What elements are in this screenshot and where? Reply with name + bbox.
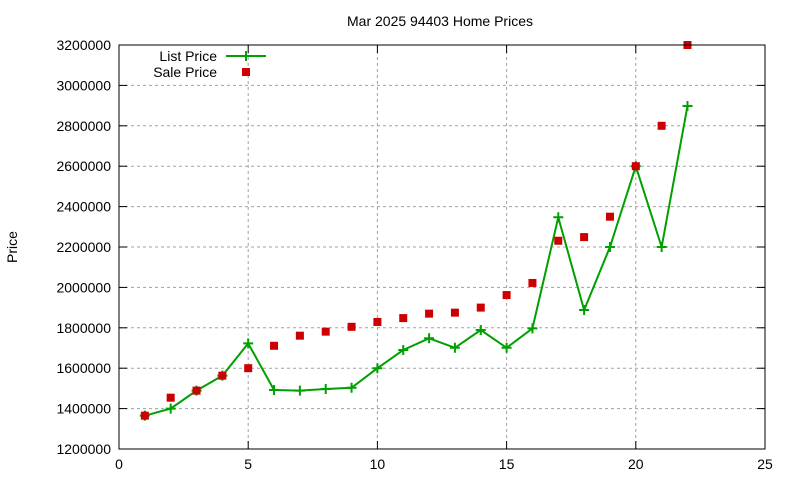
sale-price-series: [140, 41, 692, 420]
legend-cross-icon: [241, 51, 251, 61]
plot-area: [139, 41, 693, 421]
y-axis-label: Price: [4, 231, 20, 263]
square-marker: [528, 278, 537, 287]
square-marker: [631, 162, 640, 171]
square-marker: [554, 236, 563, 245]
cross-marker: [294, 385, 305, 396]
square-marker: [321, 327, 330, 336]
legend-square-icon: [242, 68, 250, 76]
cross-marker: [449, 342, 460, 353]
cross-marker: [372, 363, 383, 374]
grid-lines: [119, 45, 765, 449]
square-marker: [244, 364, 253, 373]
y-tick-label: 2600000: [56, 158, 111, 174]
y-tick-label: 3200000: [56, 37, 111, 53]
cross-marker: [398, 345, 409, 356]
square-marker: [502, 291, 511, 300]
chart-title: Mar 2025 94403 Home Prices: [347, 13, 533, 29]
cross-marker: [269, 385, 280, 396]
x-axis-ticks: 0 5 10 15 20 25: [115, 45, 773, 472]
square-marker: [270, 341, 279, 350]
cross-marker: [579, 305, 590, 316]
square-marker: [140, 411, 149, 420]
cross-marker: [346, 382, 357, 393]
cross-marker: [682, 101, 693, 112]
y-tick-label: 1200000: [56, 441, 111, 457]
cross-marker: [424, 333, 435, 344]
cross-marker: [165, 403, 176, 414]
cross-marker: [553, 212, 564, 223]
x-tick-label: 25: [757, 456, 773, 472]
y-tick-label: 1400000: [56, 401, 111, 417]
legend-label: List Price: [159, 48, 217, 64]
x-tick-label: 5: [244, 456, 252, 472]
x-tick-label: 15: [499, 456, 515, 472]
square-marker: [476, 303, 485, 312]
square-marker: [425, 309, 434, 318]
square-marker: [347, 322, 356, 331]
y-axis-ticks: 1200000 1400000 1600000 1800000 2000000 22000…: [56, 37, 765, 457]
square-marker: [450, 308, 459, 317]
square-marker: [580, 233, 589, 242]
cross-marker: [320, 384, 331, 395]
cross-marker: [501, 342, 512, 353]
cross-marker: [527, 323, 538, 334]
series-line: [144, 105, 689, 417]
square-marker: [605, 212, 614, 221]
y-tick-label: 2400000: [56, 199, 111, 215]
y-tick-label: 1800000: [56, 320, 111, 336]
square-marker: [399, 314, 408, 323]
y-tick-label: 2000000: [56, 279, 111, 295]
legend-label: Sale Price: [153, 64, 217, 80]
cross-marker: [243, 338, 254, 349]
square-marker: [657, 121, 666, 130]
x-tick-label: 20: [628, 456, 644, 472]
square-marker: [373, 317, 382, 326]
square-marker: [166, 393, 175, 402]
y-tick-label: 3000000: [56, 77, 111, 93]
y-tick-label: 2200000: [56, 239, 111, 255]
cross-marker: [475, 325, 486, 336]
square-marker: [192, 386, 201, 395]
cross-marker: [656, 242, 667, 252]
y-tick-label: 1600000: [56, 360, 111, 376]
y-tick-label: 2800000: [56, 118, 111, 134]
plot-border: [118, 44, 766, 450]
square-marker: [218, 371, 227, 380]
square-marker: [295, 331, 304, 340]
x-tick-label: 0: [115, 456, 123, 472]
x-tick-label: 10: [370, 456, 386, 472]
cross-marker: [604, 242, 615, 252]
